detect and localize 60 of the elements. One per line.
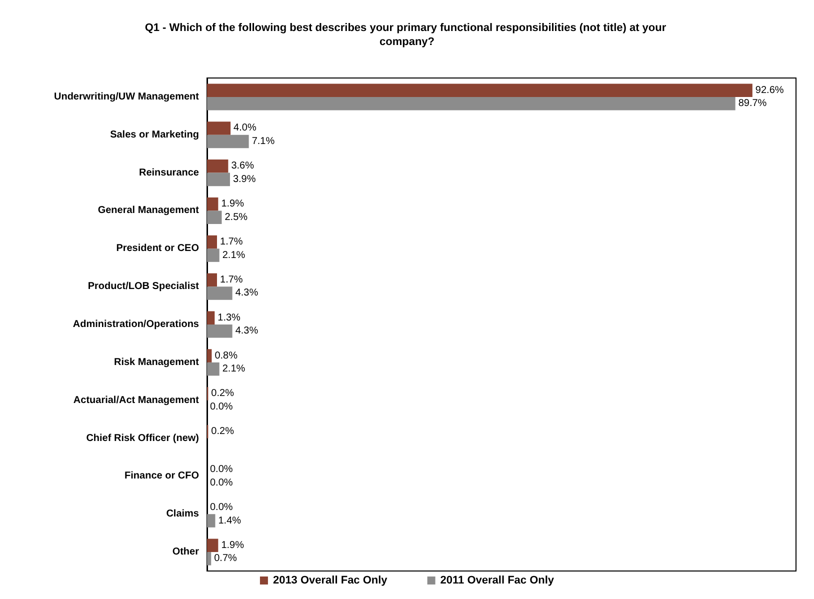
- bar: [207, 210, 222, 224]
- bar: [207, 197, 218, 211]
- data-label: 2.1%: [222, 250, 246, 261]
- data-label: 2.1%: [222, 364, 246, 375]
- bar: [207, 362, 220, 376]
- data-label: 1.7%: [220, 274, 243, 286]
- data-label: 3.9%: [232, 174, 256, 185]
- data-label: 1.7%: [220, 236, 243, 248]
- bar: [207, 311, 215, 324]
- data-label: 7.1%: [252, 136, 275, 148]
- data-label: 1.9%: [221, 198, 244, 210]
- y-tick-label: Finance or CFO: [124, 470, 200, 482]
- bar: [207, 552, 212, 566]
- data-label: 1.3%: [218, 312, 241, 324]
- bar: [207, 514, 216, 528]
- bar: [207, 248, 220, 262]
- bar: [207, 84, 752, 97]
- data-label: 92.6%: [755, 84, 784, 96]
- y-tick-label: Chief Risk Officer (new): [86, 432, 199, 444]
- bar: [207, 122, 231, 135]
- data-label: 89.7%: [738, 98, 767, 110]
- bar: [207, 235, 218, 249]
- y-tick-label: Underwriting/UW Management: [54, 91, 200, 102]
- y-tick-label: Product/LOB Specialist: [88, 281, 200, 292]
- bar: [207, 160, 228, 173]
- bar: [207, 349, 212, 362]
- bar: [207, 96, 736, 110]
- y-tick-label: Sales or Marketing: [110, 129, 199, 140]
- data-label: 1.9%: [221, 540, 244, 551]
- data-label: 0.0%: [210, 464, 233, 476]
- data-label: 1.4%: [218, 515, 242, 526]
- data-label: 4.0%: [234, 122, 256, 134]
- legend-label: 2013 Overall Fac Only: [272, 574, 388, 586]
- y-tick-label: Claims: [166, 508, 200, 520]
- y-tick-label: President or CEO: [116, 243, 200, 254]
- y-tick-label: Reinsurance: [138, 167, 200, 178]
- y-tick-label: Risk Management: [114, 356, 200, 368]
- y-tick-label: General Management: [98, 205, 200, 216]
- bar: [207, 134, 249, 148]
- data-label: 0.0%: [210, 477, 233, 488]
- data-label: 0.8%: [214, 350, 238, 362]
- data-label: 3.6%: [231, 160, 254, 172]
- data-label: 0.2%: [211, 426, 234, 438]
- bar: [207, 538, 218, 552]
- legend-label: 2011 Overall Fac Only: [440, 574, 555, 586]
- y-tick-label: Other: [172, 546, 200, 558]
- bar: [207, 172, 230, 186]
- data-label: 2.5%: [224, 212, 248, 223]
- bar: [207, 286, 232, 300]
- data-label: 4.3%: [235, 326, 258, 337]
- data-label: 4.3%: [235, 288, 258, 299]
- y-tick-label: Administration/Operations: [72, 319, 200, 330]
- bar: [207, 324, 232, 338]
- data-label: 0.0%: [210, 502, 233, 513]
- data-label: 0.0%: [210, 401, 233, 412]
- data-label: 0.2%: [211, 388, 234, 400]
- chart-title: Q1 - Which of the following best describes your primary functional responsibilities (not title) at your company?: [144, 22, 670, 48]
- data-label: 0.7%: [214, 553, 238, 564]
- bar: [207, 273, 218, 287]
- y-tick-label: Actuarial/Act Management: [73, 394, 200, 406]
